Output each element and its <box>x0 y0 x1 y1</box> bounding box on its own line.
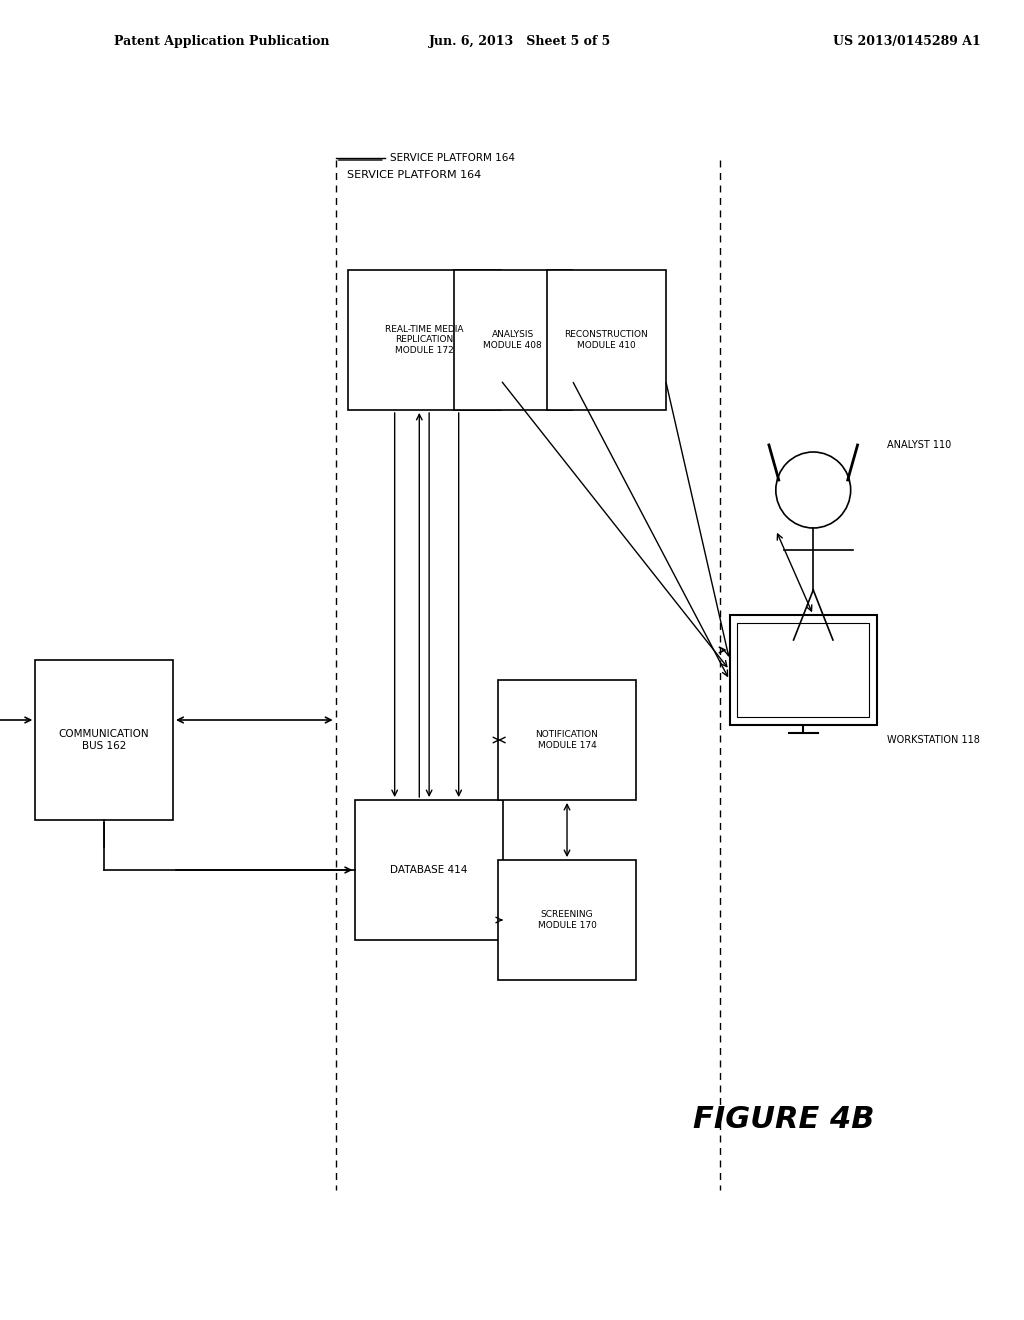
Text: NOTIFICATION
MODULE 174: NOTIFICATION MODULE 174 <box>536 730 598 750</box>
Text: SCREENING
MODULE 170: SCREENING MODULE 170 <box>538 911 596 929</box>
FancyBboxPatch shape <box>547 271 666 411</box>
Text: Jun. 6, 2013   Sheet 5 of 5: Jun. 6, 2013 Sheet 5 of 5 <box>429 36 611 48</box>
Text: RECONSTRUCTION
MODULE 410: RECONSTRUCTION MODULE 410 <box>564 330 648 350</box>
Text: ANALYST 110: ANALYST 110 <box>887 440 951 450</box>
FancyBboxPatch shape <box>498 680 636 800</box>
FancyBboxPatch shape <box>729 615 878 725</box>
FancyBboxPatch shape <box>737 623 869 717</box>
Text: SERVICE PLATFORM 164: SERVICE PLATFORM 164 <box>347 170 481 180</box>
FancyBboxPatch shape <box>35 660 173 820</box>
Text: COMMUNICATION
BUS 162: COMMUNICATION BUS 162 <box>58 729 150 751</box>
Text: WORKSTATION 118: WORKSTATION 118 <box>887 735 980 744</box>
FancyBboxPatch shape <box>355 800 503 940</box>
Text: Patent Application Publication: Patent Application Publication <box>114 36 330 48</box>
FancyBboxPatch shape <box>348 271 501 411</box>
Text: FIGURE 4B: FIGURE 4B <box>693 1106 874 1134</box>
Text: US 2013/0145289 A1: US 2013/0145289 A1 <box>833 36 981 48</box>
Text: SERVICE PLATFORM 164: SERVICE PLATFORM 164 <box>390 153 515 162</box>
Text: ANALYSIS
MODULE 408: ANALYSIS MODULE 408 <box>483 330 543 350</box>
FancyBboxPatch shape <box>454 271 572 411</box>
Text: DATABASE 414: DATABASE 414 <box>390 865 468 875</box>
FancyBboxPatch shape <box>498 861 636 979</box>
Text: REAL-TIME MEDIA
REPLICATION
MODULE 172: REAL-TIME MEDIA REPLICATION MODULE 172 <box>385 325 464 355</box>
